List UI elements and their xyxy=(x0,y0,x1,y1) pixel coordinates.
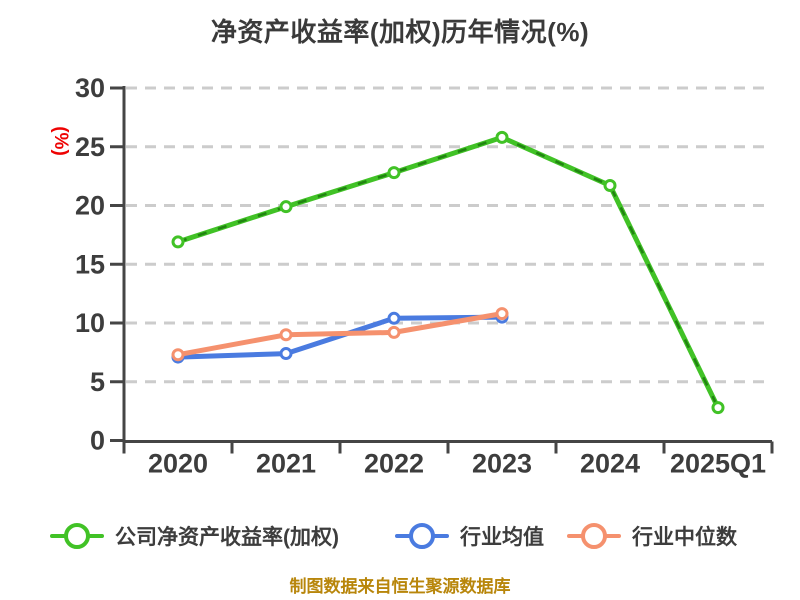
legend-label: 公司净资产收益率(加权) xyxy=(115,526,339,549)
marker-industry_median-2021 xyxy=(279,328,293,342)
legend-item-industry-mean: 行业均值 xyxy=(395,521,544,551)
series-line-dash-overlay-company_roe xyxy=(177,136,720,409)
x-tick-label: 2023 xyxy=(472,449,532,479)
y-tick-label: 5 xyxy=(90,367,105,397)
series-line-company_roe xyxy=(175,134,721,411)
y-tick-label: 15 xyxy=(75,249,105,279)
y-tick-label: 30 xyxy=(75,73,105,103)
x-tick-label: 2020 xyxy=(148,449,208,479)
marker-industry_median-2020 xyxy=(171,348,185,362)
chart-title: 净资产收益率(加权)历年情况(%) xyxy=(210,17,590,47)
legend-item-industry-median: 行业中位数 xyxy=(567,521,737,551)
marker-company_roe-2024 xyxy=(603,179,617,193)
legend-item-company-roe: 公司净资产收益率(加权) xyxy=(50,521,339,551)
x-tick-label: 2025Q1 xyxy=(670,449,766,479)
footer-source-note: 制图数据来自恒生聚源数据库 xyxy=(289,577,511,596)
x-tick-label: 2021 xyxy=(256,449,316,479)
marker-company_roe-2021 xyxy=(279,200,293,214)
marker-company_roe-2023 xyxy=(495,130,509,144)
marker-industry_mean-2021 xyxy=(279,347,293,361)
marker-industry_mean-2022 xyxy=(387,311,401,325)
marker-company_roe-2025Q1 xyxy=(711,401,725,415)
marker-company_roe-2022 xyxy=(387,166,401,180)
legend-marker-line-icon xyxy=(50,522,104,550)
legend-label: 行业均值 xyxy=(460,526,544,549)
legend: 公司净资产收益率(加权) 行业均值 行业中位数 xyxy=(0,521,800,553)
series-line-industry_median xyxy=(175,311,505,358)
marker-company_roe-2020 xyxy=(171,235,185,249)
marker-industry_median-2022 xyxy=(387,325,401,339)
y-tick-label: 0 xyxy=(90,426,105,456)
y-tick-label: 20 xyxy=(75,191,105,221)
x-tick-label: 2024 xyxy=(580,449,640,479)
x-tick-label: 2022 xyxy=(364,449,424,479)
legend-marker-line-icon xyxy=(395,522,449,550)
y-tick-label: 10 xyxy=(75,308,105,338)
legend-label: 行业中位数 xyxy=(632,526,737,549)
legend-marker-line-icon xyxy=(567,522,621,550)
y-tick-label: 25 xyxy=(75,132,105,162)
marker-industry_median-2023 xyxy=(495,307,509,321)
